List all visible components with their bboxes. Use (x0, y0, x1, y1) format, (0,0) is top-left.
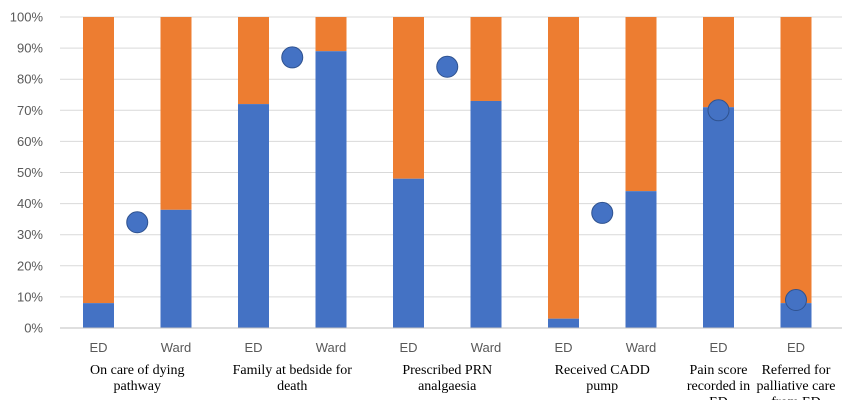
x-category-label: ED (554, 340, 572, 355)
y-tick-label: 50% (17, 165, 43, 180)
x-category-label: Ward (626, 340, 657, 355)
group-label: On care of dying pathway (90, 363, 184, 394)
bar-remainder (781, 17, 812, 303)
y-tick-label: 40% (17, 196, 43, 211)
bar-value (238, 104, 269, 328)
bar-value (703, 107, 734, 328)
bar-value (161, 210, 192, 328)
y-axis-ticks: 0% 10% 20% 30% 40% 50% 60% 70% 80% 90% 100% (10, 10, 44, 336)
y-tick-label: 100% (10, 10, 44, 25)
group-labels: On care of dying pathway Family at bedside… (90, 363, 835, 400)
y-tick-label: 20% (17, 258, 43, 273)
marker-point (708, 100, 729, 121)
bar-remainder (626, 17, 657, 191)
y-tick-label: 10% (17, 289, 43, 304)
bar-remainder (471, 17, 502, 101)
bar-value (548, 319, 579, 328)
group-label-line: recorded in (687, 379, 750, 394)
bar-value (471, 101, 502, 328)
group-label-line: ED (709, 395, 728, 400)
marker-point (282, 47, 303, 68)
x-category-label: Ward (316, 340, 347, 355)
y-tick-label: 70% (17, 103, 43, 118)
x-category-label: ED (244, 340, 262, 355)
group-label-line: Prescribed PRN (402, 363, 492, 378)
marker-point (592, 202, 613, 223)
group-label-line: pump (586, 379, 618, 394)
bar-remainder (548, 17, 579, 319)
group-label-line: Referred for (762, 363, 831, 378)
y-tick-label: 0% (24, 321, 43, 336)
marker-point (786, 290, 807, 311)
bar-value (83, 303, 114, 328)
x-category-label: ED (399, 340, 417, 355)
group-label-line: Received CADD (555, 363, 650, 378)
bar-remainder (703, 17, 734, 107)
bar-remainder (238, 17, 269, 104)
x-category-label: ED (787, 340, 805, 355)
bar-remainder (393, 17, 424, 179)
group-label: Prescribed PRN analgaesia (402, 363, 492, 394)
bar-value (626, 191, 657, 328)
group-label-line: analgaesia (418, 379, 477, 394)
bar-remainder (316, 17, 347, 51)
y-tick-label: 30% (17, 227, 43, 242)
x-category-label: ED (709, 340, 727, 355)
group-label-line: Pain score (690, 363, 748, 378)
group-label-line: palliative care (757, 379, 836, 394)
group-label-line: On care of dying (90, 363, 184, 378)
bar-remainder (161, 17, 192, 210)
group-label-line: pathway (114, 379, 161, 394)
group-label-line: death (277, 379, 307, 394)
group-label-line: Family at bedside for (233, 363, 353, 378)
group-label: Received CADD pump (555, 363, 650, 394)
group-label-line: from ED (771, 395, 820, 400)
bar-value (393, 179, 424, 328)
marker-point (437, 56, 458, 77)
y-tick-label: 60% (17, 134, 43, 149)
x-axis-categories: ED Ward ED Ward ED Ward ED Ward ED ED (89, 340, 805, 355)
y-tick-label: 80% (17, 72, 43, 87)
y-tick-label: 90% (17, 41, 43, 56)
x-category-label: Ward (471, 340, 502, 355)
bar-remainder (83, 17, 114, 303)
x-category-label: ED (89, 340, 107, 355)
x-category-label: Ward (161, 340, 192, 355)
bar-value (316, 51, 347, 328)
marker-point (127, 212, 148, 233)
group-label: Family at bedside for death (233, 363, 353, 394)
